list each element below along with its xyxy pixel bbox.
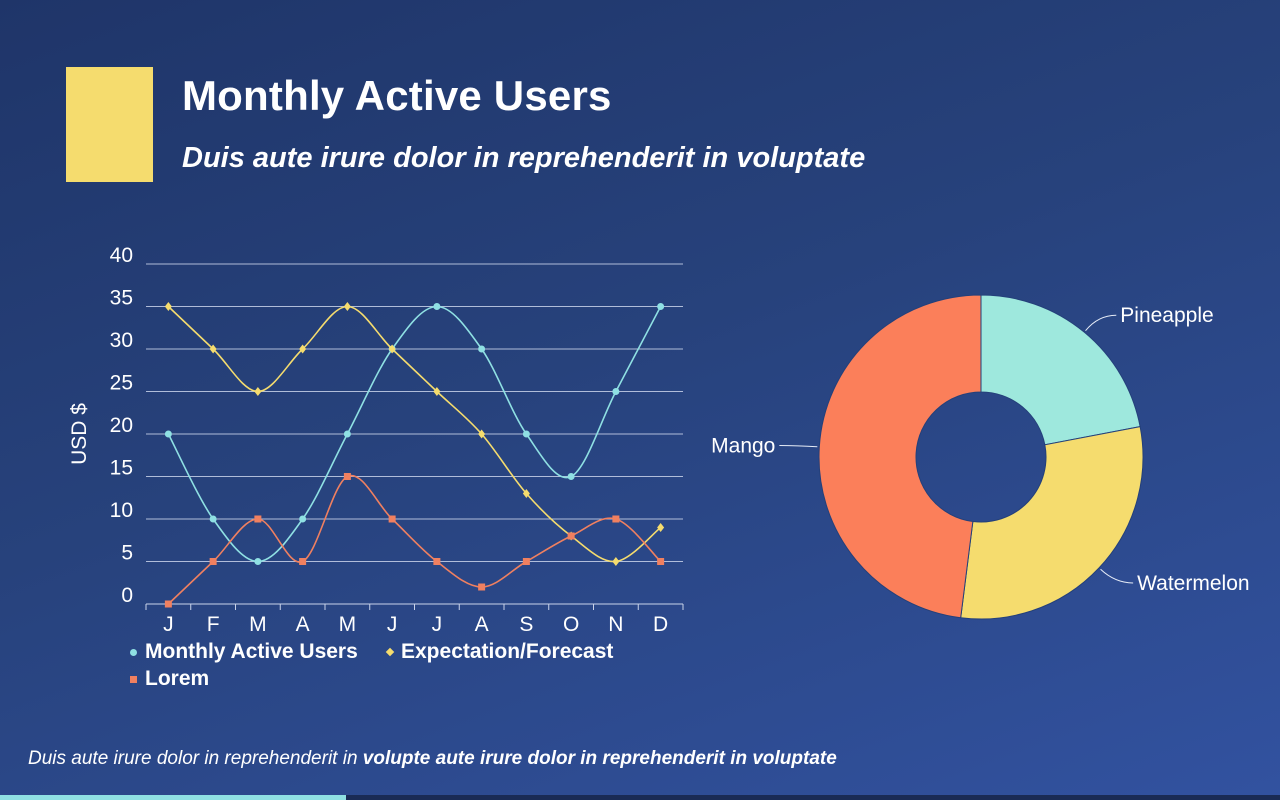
data-point-monthly-active-users [567, 473, 575, 480]
accent-block [66, 67, 153, 182]
data-point-monthly-active-users [209, 515, 217, 523]
data-point-expectation-forecast [388, 344, 396, 354]
data-point-lorem [209, 558, 217, 565]
x-tick-label: J [432, 613, 443, 636]
x-tick-label: M [339, 613, 357, 636]
legend-item-monthly-active-users: Monthly Active Users [130, 640, 358, 664]
data-point-monthly-active-users [254, 558, 262, 565]
data-point-monthly-active-users [522, 430, 530, 438]
data-point-lorem [567, 532, 575, 540]
legend-label: Expectation/Forecast [401, 640, 614, 663]
data-point-monthly-active-users [164, 430, 172, 438]
legend-label: Monthly Active Users [145, 640, 358, 663]
data-point-expectation-forecast [522, 489, 530, 498]
y-axis-label: USD $ [68, 403, 91, 465]
data-point-lorem [522, 558, 530, 565]
y-tick-label: 15 [110, 457, 133, 480]
legend-marker-icon [130, 648, 137, 656]
data-point-lorem [164, 600, 172, 608]
progress-bar [0, 795, 1280, 800]
y-tick-label: 30 [110, 329, 133, 352]
data-point-expectation-forecast [612, 557, 620, 566]
data-point-expectation-forecast [657, 523, 665, 532]
y-tick-label: 25 [110, 372, 133, 395]
x-tick-label: J [387, 613, 398, 636]
data-point-monthly-active-users [433, 303, 441, 310]
x-tick-label: O [563, 613, 579, 636]
data-point-monthly-active-users [657, 303, 665, 310]
data-point-lorem [433, 558, 441, 565]
data-point-monthly-active-users [343, 430, 351, 438]
data-point-lorem [657, 558, 665, 565]
data-point-monthly-active-users [299, 515, 307, 523]
y-tick-label: 20 [110, 414, 133, 437]
data-point-expectation-forecast [343, 302, 351, 311]
data-point-lorem [612, 515, 620, 523]
y-tick-label: 40 [110, 244, 133, 267]
data-point-expectation-forecast [209, 344, 217, 354]
legend-item-lorem: Lorem [130, 667, 209, 691]
y-tick-label: 5 [121, 542, 133, 565]
progress-fill [0, 795, 346, 800]
legend-marker-icon [385, 647, 395, 657]
data-point-lorem [254, 515, 262, 523]
x-tick-label: D [653, 613, 668, 636]
data-point-monthly-active-users [612, 388, 620, 395]
x-tick-label: J [163, 613, 174, 636]
data-point-lorem [343, 473, 351, 480]
donut-slice-mango [818, 294, 982, 619]
donut-label-watermelon: Watermelon [1137, 572, 1249, 595]
data-point-lorem [388, 515, 396, 523]
data-point-expectation-forecast [254, 387, 262, 396]
data-point-monthly-active-users [478, 345, 486, 353]
x-tick-label: N [608, 613, 623, 636]
donut-slice-pineapple [980, 294, 1141, 446]
footer-regular-text: Duis aute irure dolor in reprehenderit i… [28, 748, 363, 769]
data-point-lorem [299, 558, 307, 565]
donut-leader-line [1100, 568, 1134, 584]
y-tick-label: 10 [110, 499, 133, 522]
footer-note: Duis aute irure dolor in reprehenderit i… [28, 748, 837, 770]
x-tick-label: A [296, 613, 310, 636]
slide-title: Monthly Active Users [182, 72, 612, 119]
donut-label-mango: Mango [711, 434, 775, 457]
legend-marker-icon [130, 675, 137, 683]
donut-leader-line [1085, 314, 1117, 331]
slide-subtitle: Duis aute irure dolor in reprehenderit i… [182, 142, 866, 174]
donut-leader-line [779, 444, 818, 448]
x-tick-label: S [519, 613, 533, 636]
donut-label-pineapple: Pineapple [1120, 304, 1213, 327]
data-point-expectation-forecast [478, 429, 486, 439]
legend-label: Lorem [145, 667, 210, 690]
donut-slice-watermelon [960, 426, 1144, 620]
footer-bold-text: volupte aute irure dolor in reprehenderi… [362, 748, 837, 769]
data-point-expectation-forecast [299, 344, 307, 354]
series-line-lorem [167, 474, 662, 605]
data-point-expectation-forecast [433, 387, 441, 396]
x-tick-label: A [475, 613, 489, 636]
data-point-lorem [478, 583, 486, 591]
x-tick-label: F [207, 613, 220, 636]
y-tick-label: 0 [121, 584, 133, 607]
data-point-expectation-forecast [164, 302, 172, 311]
legend-item-expectation-forecast: Expectation/Forecast [385, 640, 614, 664]
x-tick-label: M [249, 613, 267, 636]
y-tick-label: 35 [110, 287, 133, 310]
